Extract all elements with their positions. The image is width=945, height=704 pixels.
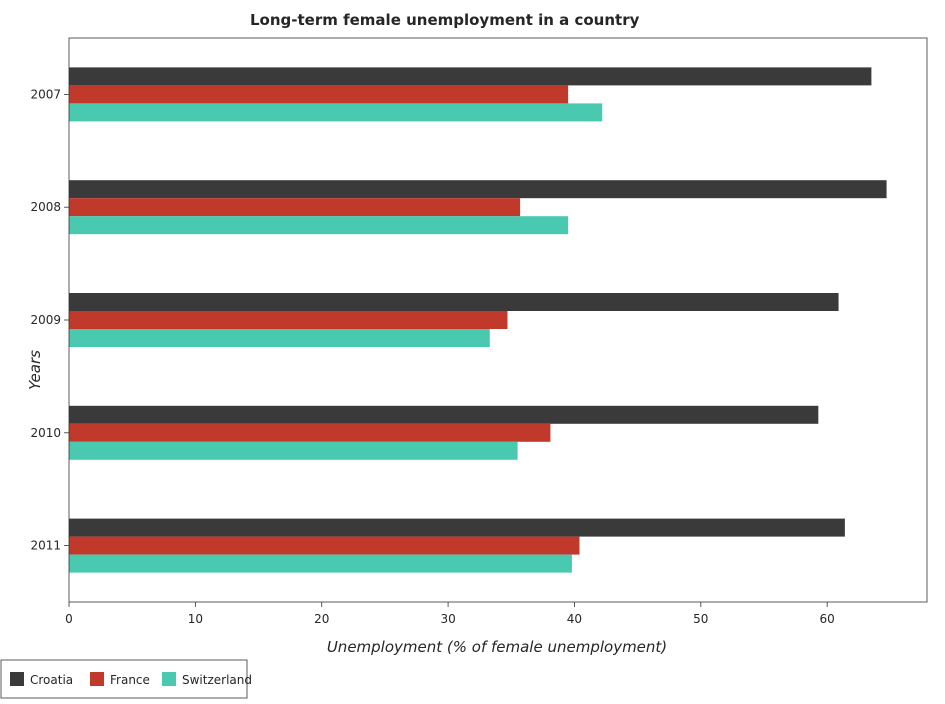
x-tick-label: 50 [693, 612, 708, 626]
x-axis: 0 10 20 30 40 50 60 [65, 602, 835, 626]
x-tick-label: 60 [820, 612, 835, 626]
bar-france-2009 [69, 311, 508, 329]
plot-frame [68, 37, 928, 603]
y-tick-label: 2011 [30, 539, 61, 553]
bar-croatia-2008 [69, 180, 887, 199]
bar-france-2011 [69, 536, 580, 555]
bar-croatia-2007 [69, 67, 872, 86]
bar-croatia-2009 [69, 293, 839, 311]
bar-switzerland-2011 [69, 554, 572, 573]
legend-box [0, 659, 248, 699]
legend-swatch-france [90, 672, 104, 686]
bar-switzerland-2010 [69, 441, 518, 460]
legend-label-switzerland: Switzerland [182, 673, 252, 687]
x-tick-label: 10 [188, 612, 203, 626]
legend: Croatia France Switzerland [0, 659, 252, 699]
bar-france-2010 [69, 423, 551, 442]
x-tick-label: 20 [314, 612, 329, 626]
bar-croatia-2010 [69, 405, 819, 424]
legend-swatch-switzerland [162, 672, 176, 686]
bar-france-2008 [69, 198, 521, 217]
bar-switzerland-2009 [69, 329, 490, 347]
x-tick-label: 0 [65, 612, 73, 626]
legend-label-croatia: Croatia [30, 673, 73, 687]
legend-swatch-croatia [10, 672, 24, 686]
y-tick-label: 2009 [30, 313, 61, 327]
y-axis-label: Years [26, 350, 44, 390]
bar-france-2007 [69, 85, 569, 104]
y-tick-label: 2010 [30, 426, 61, 440]
x-tick-label: 30 [440, 612, 455, 626]
bar-switzerland-2007 [69, 103, 603, 122]
y-tick-label: 2008 [30, 200, 61, 214]
x-axis-label: Unemployment (% of female unemployment) [327, 638, 667, 656]
bars-group [69, 67, 887, 573]
y-tick-label: 2007 [30, 87, 61, 101]
chart-title: Long-term female unemployment in a count… [250, 11, 640, 29]
bar-switzerland-2008 [69, 216, 569, 235]
legend-label-france: France [110, 673, 150, 687]
bar-croatia-2011 [69, 518, 845, 537]
x-tick-label: 40 [567, 612, 582, 626]
y-axis: 2007 2008 2009 2010 2011 [30, 87, 69, 553]
